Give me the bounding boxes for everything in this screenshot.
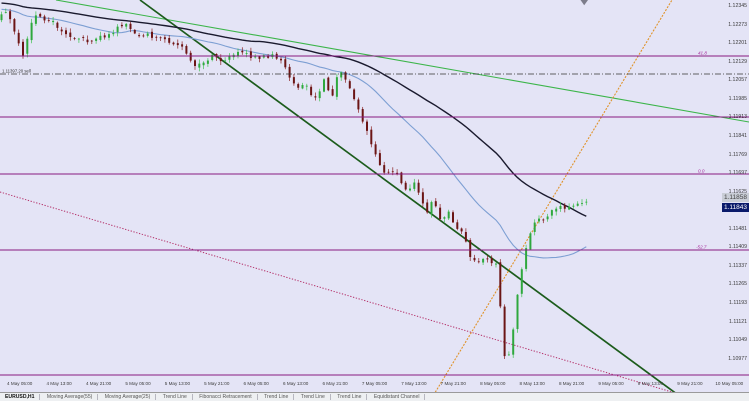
svg-text:1.11397,20 sell: 1.11397,20 sell — [2, 69, 31, 74]
svg-text:41.8: 41.8 — [698, 51, 707, 56]
svg-text:0.0: 0.0 — [698, 169, 705, 174]
svg-text:-52.7: -52.7 — [696, 245, 707, 250]
